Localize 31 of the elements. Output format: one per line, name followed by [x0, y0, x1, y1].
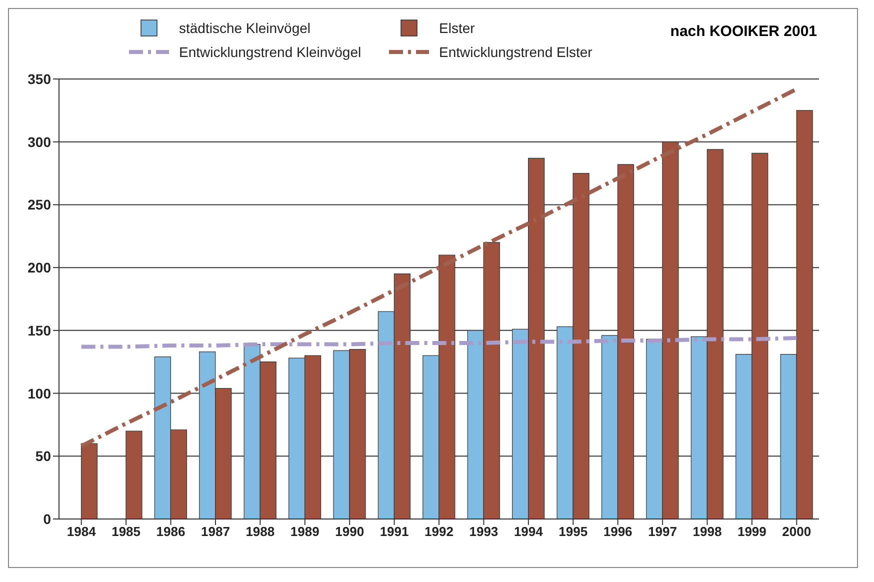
x-tick-label: 1984 [66, 524, 97, 540]
x-tick-label: 1997 [648, 524, 677, 540]
x-tick-label: 2000 [782, 524, 812, 540]
x-tick-label: 1987 [201, 524, 230, 540]
y-tick-label: 150 [28, 322, 52, 338]
x-tick-label: 1990 [335, 524, 364, 540]
legend-label: Elster [439, 20, 475, 36]
x-tick-label: 1989 [290, 524, 320, 540]
y-tick-label: 250 [28, 196, 52, 213]
y-tick-label: 350 [28, 70, 52, 87]
y-tick-label: 50 [35, 448, 52, 464]
legend-label: Entwicklungstrend Kleinvögel [179, 44, 362, 60]
y-tick-label: 300 [28, 134, 52, 150]
x-tick-label: 1999 [737, 524, 766, 540]
y-tick-label: 0 [43, 510, 52, 527]
x-tick-label: 1985 [112, 524, 141, 540]
x-tick-label: 1992 [424, 524, 454, 540]
x-tick-label: 1991 [380, 524, 409, 540]
legend-label: städtische Kleinvögel [179, 20, 311, 36]
x-tick-label: 1998 [692, 524, 722, 540]
x-tick-label: 1996 [603, 524, 632, 540]
x-tick-label: 1993 [469, 524, 498, 540]
x-tick-label: 1988 [246, 524, 275, 540]
y-tick-label: 200 [28, 260, 52, 276]
x-tick-label: 1986 [156, 524, 186, 540]
x-tick-label: 1995 [558, 524, 588, 540]
y-tick-label: 100 [28, 385, 52, 402]
x-tick-label: 1994 [514, 524, 544, 540]
legend-label: Entwicklungstrend Elster [439, 44, 592, 60]
line-series [79, 336, 799, 349]
text: nach KOOIKER 2001 [670, 23, 817, 40]
